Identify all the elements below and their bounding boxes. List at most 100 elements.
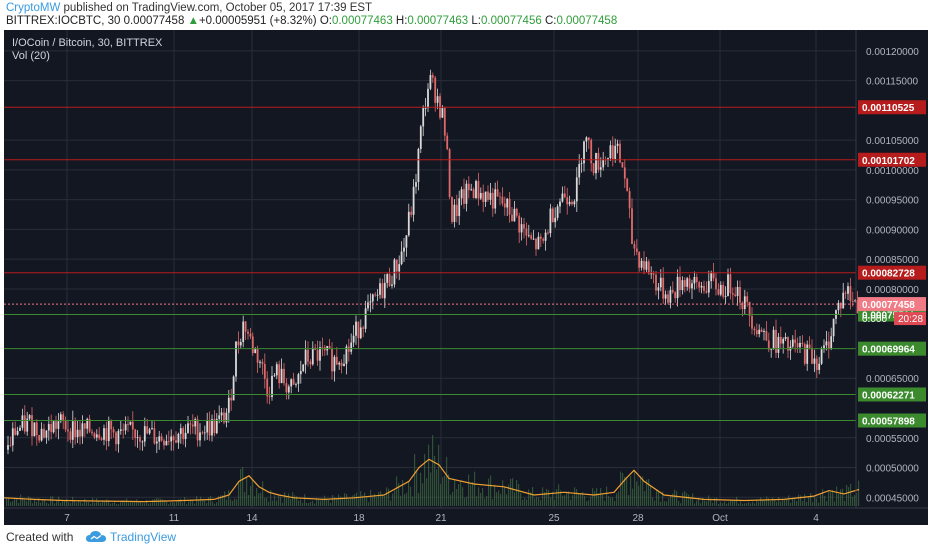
volume-bar: [796, 501, 798, 506]
volume-bar: [128, 502, 130, 506]
candle-body: [213, 419, 216, 434]
candle-body: [23, 415, 26, 432]
volume-bar: [320, 500, 322, 506]
volume-bar: [464, 497, 466, 506]
price-chart[interactable]: 0.00110525 0.00101702 0.00082728 0.00075701…: [3, 30, 928, 525]
candle-body: [705, 290, 708, 293]
y-tick-label: 0.00085000: [866, 255, 919, 266]
volume-bar: [826, 501, 828, 506]
volume-bar: [500, 493, 502, 506]
volume-bar: [620, 471, 622, 506]
volume-bar: [242, 466, 244, 506]
volume-bar: [298, 500, 300, 506]
volume-bar: [246, 477, 248, 506]
volume-bar: [410, 486, 412, 506]
volume-bar: [568, 491, 570, 506]
author-link[interactable]: CryptoMW: [6, 2, 61, 14]
volume-bar: [820, 494, 822, 506]
volume-bar: [72, 496, 74, 506]
volume-bar: [448, 474, 450, 506]
volume-bar: [178, 499, 180, 506]
time-axis: 7 11 14 18 21 25 28 Oct 4: [4, 507, 928, 524]
candle-body: [191, 424, 194, 427]
volume-bar: [480, 492, 482, 506]
candle-body: [112, 429, 115, 433]
volume-bar: [450, 494, 452, 506]
volume-bar: [666, 501, 668, 506]
volume-bar: [750, 503, 752, 506]
volume-bar: [26, 501, 28, 506]
candle-body: [475, 181, 477, 198]
candle-body: [573, 201, 576, 205]
volume-bar: [138, 501, 140, 506]
volume-bar: [754, 503, 756, 506]
candle-body: [239, 342, 242, 346]
volume-bar: [642, 476, 644, 506]
volume-bar: [262, 481, 264, 506]
volume-bar: [462, 487, 464, 506]
volume-bar: [806, 501, 808, 506]
candle-body: [693, 276, 696, 284]
candle-body: [695, 276, 698, 283]
volume-bar: [88, 501, 90, 506]
volume-bar: [268, 501, 270, 506]
candle-body: [98, 434, 101, 439]
volume-bar: [802, 501, 804, 506]
candle-body: [299, 371, 302, 375]
volume-bar: [140, 501, 142, 506]
candle-body: [148, 429, 151, 434]
volume-bar: [376, 497, 378, 506]
volume-bar: [28, 496, 30, 506]
candle-body: [655, 274, 657, 291]
tradingview-brand-link[interactable]: TradingView: [110, 530, 177, 544]
volume-bar: [494, 484, 496, 506]
volume-bar: [426, 478, 428, 506]
volume-bar: [786, 499, 788, 506]
candle-body: [592, 163, 595, 174]
x-tick-label: 11: [169, 513, 180, 524]
volume-bar: [300, 499, 302, 506]
change-value: +0.00005951 (+8.32%): [198, 15, 317, 27]
candle-body: [232, 376, 235, 401]
candle-body: [537, 236, 540, 250]
volume-bar: [694, 503, 696, 506]
candle-body: [743, 296, 746, 310]
candle-body: [681, 280, 684, 291]
candle-body: [832, 318, 835, 337]
candle-body: [566, 197, 569, 205]
candle-body: [40, 428, 43, 441]
volume-bar: [80, 501, 82, 506]
tradingview-cloud-icon: [86, 531, 106, 542]
volume-bar: [544, 492, 546, 506]
candle-body: [369, 301, 372, 303]
candle-body: [640, 260, 643, 268]
volume-bar: [50, 496, 52, 506]
volume-bar: [344, 493, 346, 506]
candle-body: [43, 428, 45, 438]
volume-bar: [664, 501, 666, 506]
support-tag: [858, 413, 926, 428]
volume-bar: [556, 489, 558, 506]
volume-bar: [610, 497, 612, 506]
volume-bar: [194, 503, 196, 506]
volume-bar: [336, 498, 338, 506]
current-price-tag: [858, 297, 926, 312]
candle-body: [628, 191, 631, 209]
y-tick-label: 0.00105000: [866, 136, 919, 147]
candle-body: [359, 327, 362, 339]
chart-area[interactable]: 0.00110525 0.00101702 0.00082728 0.00075701…: [3, 30, 928, 525]
candle-body: [129, 421, 132, 425]
candle-body: [703, 285, 705, 291]
candle-body: [787, 337, 789, 351]
candle-body: [328, 346, 331, 349]
candle-body: [559, 201, 561, 207]
candle-body: [64, 420, 67, 430]
volume-bar: [630, 476, 632, 506]
candle-body: [28, 415, 31, 419]
x-tick-label: Oct: [712, 513, 728, 524]
volume-bar: [70, 503, 72, 506]
candle-body: [515, 208, 518, 216]
volume-bar: [196, 495, 198, 506]
volume-bar: [284, 492, 286, 506]
candle-body: [371, 294, 374, 302]
